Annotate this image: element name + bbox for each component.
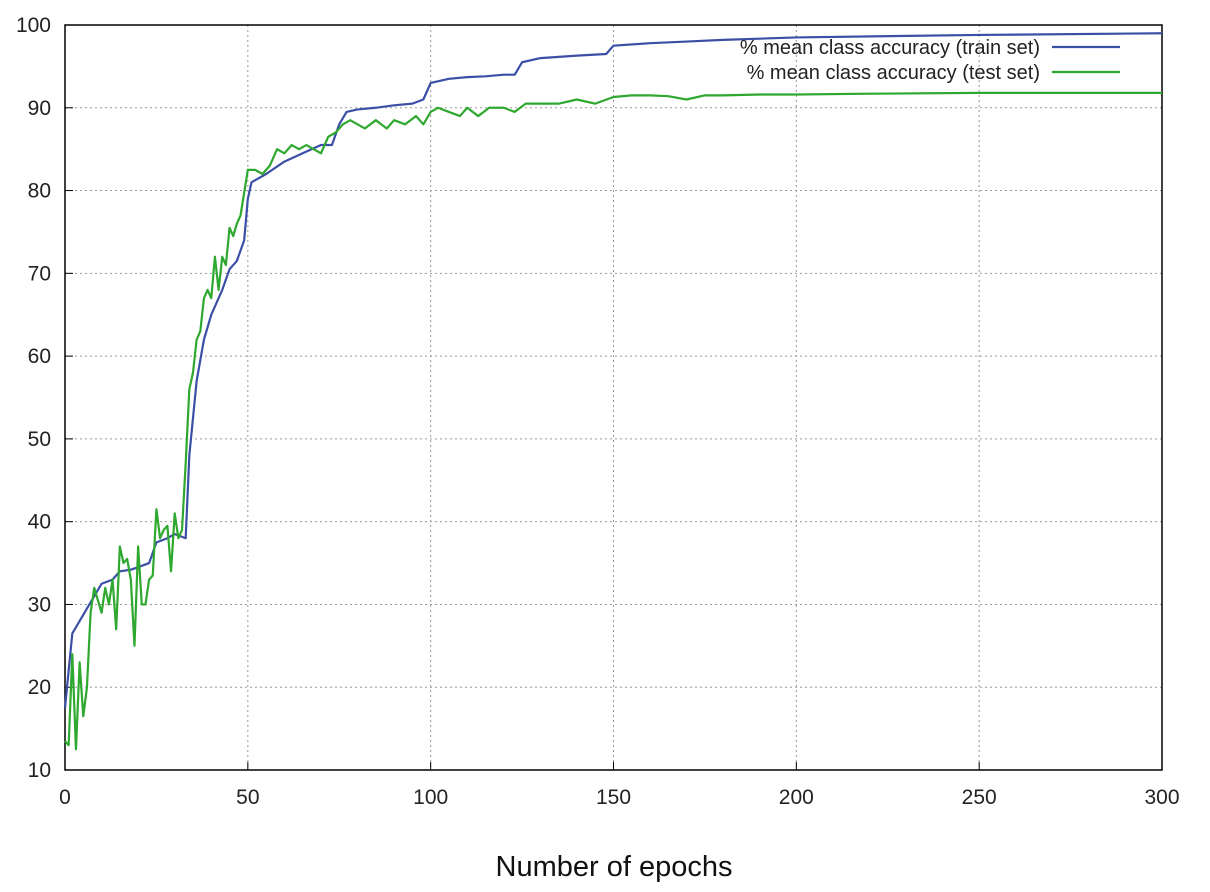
legend-label: % mean class accuracy (test set) [747,62,1040,84]
y-tick-label: 60 [28,345,51,368]
x-tick-label: 300 [1144,786,1179,809]
x-tick-label: 50 [236,786,259,809]
x-tick-label: 150 [596,786,631,809]
data-line [64,91,1162,751]
x-axis-label: Number of epochs [496,851,733,883]
y-tick-label: 80 [28,180,51,203]
y-tick-label: 70 [28,262,51,285]
legend-label: % mean class accuracy (train set) [740,37,1040,59]
y-tick-label: 10 [28,759,51,782]
y-tick-label: 20 [28,676,51,699]
x-tick-label: 0 [59,786,71,809]
y-tick-label: 30 [28,593,51,616]
y-tick-label: 100 [16,14,51,37]
plot-frame [64,24,1163,771]
x-tick-label: 200 [779,786,814,809]
y-tick-label: 50 [28,428,51,451]
y-tick-label: 40 [28,511,51,534]
x-tick-label: 250 [962,786,997,809]
data-line [63,32,1163,709]
y-tick-label: 90 [28,97,51,120]
x-tick-label: 100 [413,786,448,809]
